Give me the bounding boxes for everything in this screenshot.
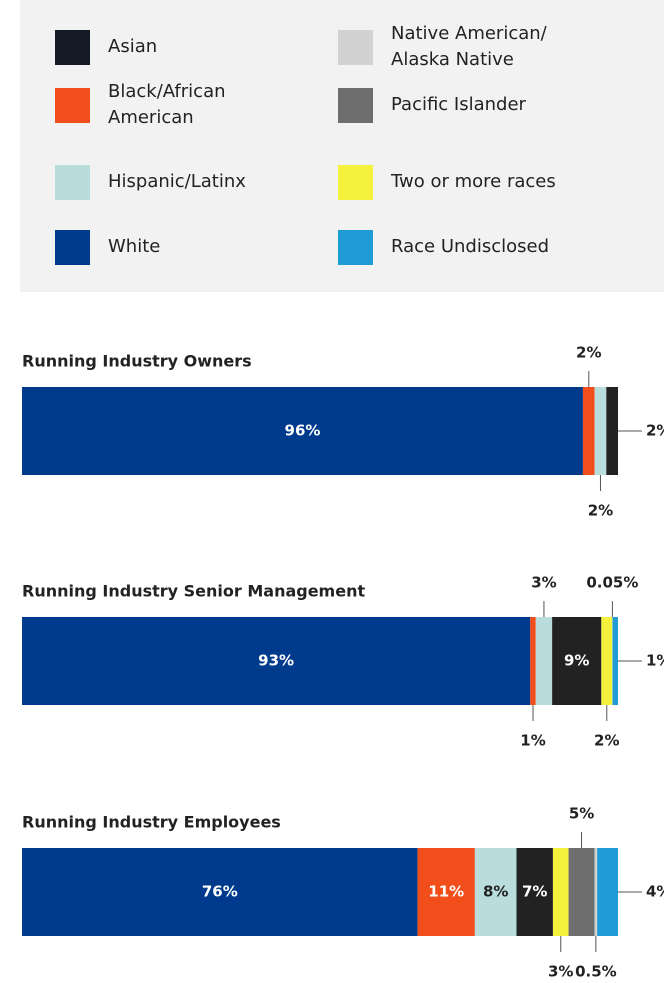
bar-segment: [516, 848, 553, 936]
legend-label: Two or more races: [391, 171, 556, 192]
value-label: 7%: [522, 883, 547, 901]
bar-segment: [22, 617, 531, 705]
legend-item: Native American/ Alaska Native: [338, 21, 591, 73]
bar-segment: [530, 617, 536, 705]
legend-item: Race Undisclosed: [338, 221, 591, 273]
legend-item: Pacific Islander: [338, 79, 591, 131]
legend-label: Native American/ Alaska Native: [391, 23, 547, 70]
legend-label: Hispanic/Latinx: [108, 171, 246, 192]
chart-title: Running Industry Owners: [22, 352, 252, 371]
bar-segment: [535, 617, 553, 705]
value-label: 2%: [594, 732, 619, 750]
value-label: 11%: [428, 883, 464, 901]
bar-segment: [568, 848, 595, 936]
value-label: 96%: [285, 422, 321, 440]
legend-label: Pacific Islander: [391, 94, 526, 115]
value-label: 3%: [531, 574, 556, 592]
bar-segment: [606, 387, 618, 475]
value-label: 0.5%: [575, 963, 617, 981]
bar-segment: [552, 848, 569, 936]
legend-swatch: [338, 229, 373, 265]
legend-label: Asian: [108, 36, 158, 57]
legend-item: White: [55, 221, 258, 273]
bar-segment: [552, 617, 602, 705]
legend-swatch: [338, 164, 373, 200]
value-label: 1%: [520, 732, 545, 750]
bar-segment: [22, 387, 583, 475]
legend-swatch: [338, 87, 373, 123]
legend-swatch: [55, 87, 90, 123]
value-label: 9%: [564, 652, 589, 670]
bar-segment: [601, 617, 613, 705]
legend-item: Hispanic/Latinx: [55, 156, 258, 208]
value-label: 2%: [646, 422, 664, 440]
value-label: 0.05%: [586, 574, 638, 592]
value-label: 2%: [588, 502, 613, 520]
value-label: 76%: [202, 883, 238, 901]
legend-swatch: [55, 29, 90, 65]
value-label: 4%: [646, 883, 664, 901]
bar-segment: [474, 848, 517, 936]
legend-label: White: [108, 236, 161, 257]
value-label: 5%: [569, 805, 594, 823]
bar-segment: [582, 387, 595, 475]
value-label: 8%: [483, 883, 508, 901]
legend-item: Two or more races: [338, 156, 591, 208]
legend-swatch: [338, 29, 373, 65]
bar-segment: [22, 848, 418, 936]
bar-segment: [597, 848, 618, 936]
legend-item: Black/African American: [55, 79, 258, 131]
bar-segment: [594, 387, 607, 475]
value-label: 3%: [548, 963, 573, 981]
bar-segment: [417, 848, 475, 936]
bar-segment: [612, 617, 618, 705]
value-label: 93%: [258, 652, 294, 670]
legend-label: Race Undisclosed: [391, 236, 550, 257]
bar-segment: [594, 848, 598, 936]
chart-title: Running Industry Employees: [22, 813, 281, 832]
value-label: 2%: [576, 344, 601, 362]
legend-label: Black/African American: [108, 81, 226, 128]
legend-item: Asian: [55, 21, 258, 73]
legend-swatch: [55, 229, 90, 265]
legend: Asian Native American/ Alaska Native Black…: [20, 0, 664, 292]
chart-title: Running Industry Senior Management: [22, 582, 365, 601]
legend-swatch: [55, 164, 90, 200]
value-label: 1%: [646, 652, 664, 670]
